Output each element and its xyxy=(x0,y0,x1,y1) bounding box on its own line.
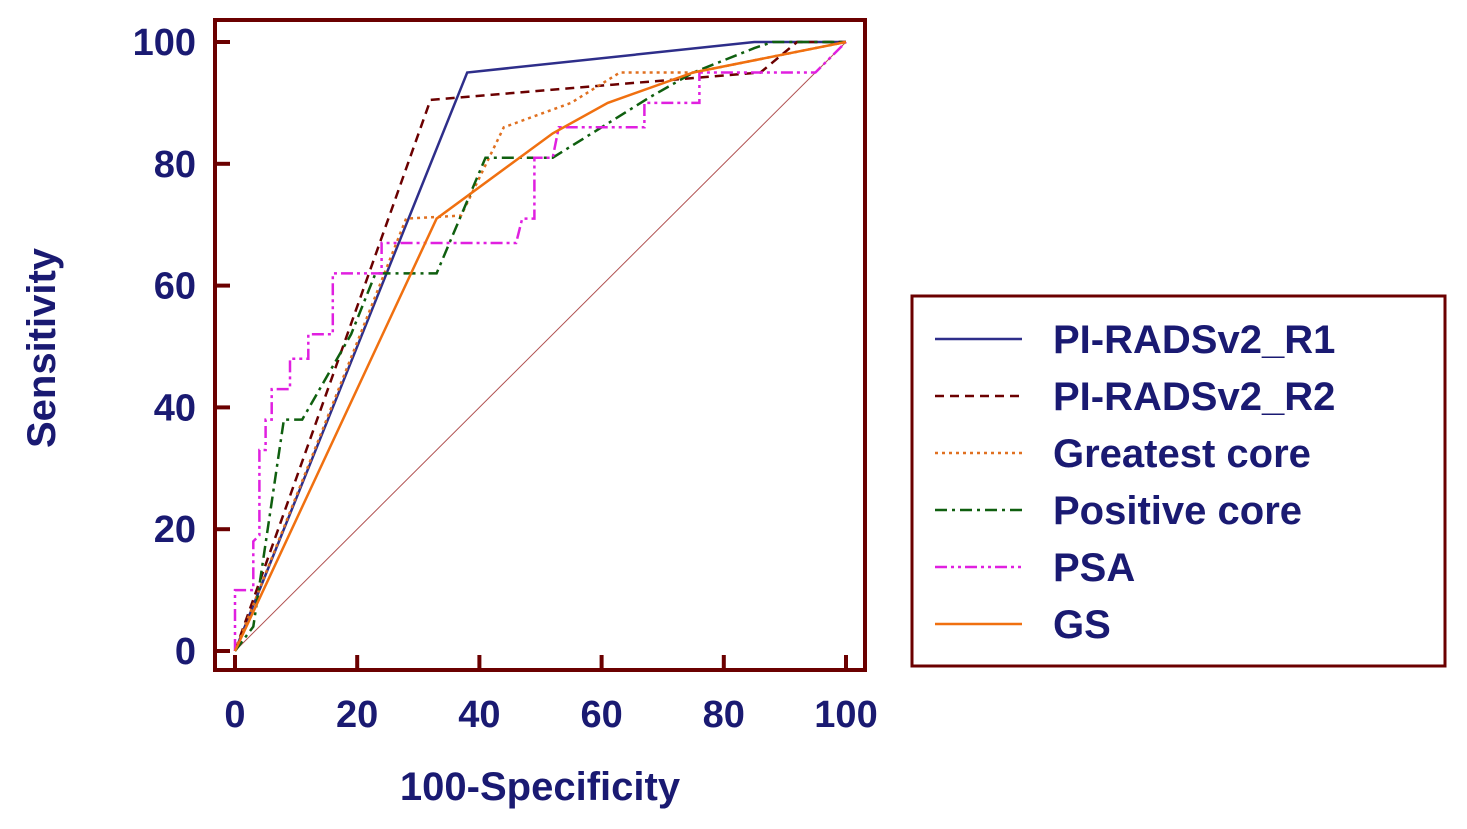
y-tick-label: 20 xyxy=(154,509,196,551)
y-tick-label: 0 xyxy=(175,631,196,673)
plot-frame xyxy=(213,18,867,672)
x-tick-label: 100 xyxy=(814,694,877,736)
y-tick-label: 60 xyxy=(154,266,196,308)
x-tick-label: 20 xyxy=(336,694,378,736)
x-tick-label: 60 xyxy=(580,694,622,736)
y-tick-label: 100 xyxy=(133,22,196,64)
x-axis-label: 100-Specificity xyxy=(400,765,681,809)
y-axis-label: Sensitivity xyxy=(20,247,64,448)
x-tick-label: 80 xyxy=(703,694,745,736)
legend-label: PI-RADSv2_R1 xyxy=(1053,318,1335,362)
series-line-pi-radsv2-r2 xyxy=(233,40,846,652)
reference-diagonal xyxy=(234,41,847,652)
x-axis-ticks: 0 20 40 60 80 100 xyxy=(224,655,878,736)
x-tick-label: 40 xyxy=(458,694,500,736)
y-tick-label: 80 xyxy=(154,144,196,186)
y-axis-ticks: 0 20 40 60 80 100 xyxy=(133,22,230,673)
series-group xyxy=(233,40,847,652)
legend: PI-RADSv2_R1 PI-RADSv2_R2 Greatest core Pos… xyxy=(935,318,1335,647)
x-tick-label: 0 xyxy=(224,694,245,736)
legend-label: PSA xyxy=(1053,546,1135,590)
series-line-psa xyxy=(233,41,847,651)
legend-label: GS xyxy=(1053,603,1111,647)
legend-label: PI-RADSv2_R2 xyxy=(1053,375,1335,419)
y-tick-label: 40 xyxy=(154,387,196,429)
legend-box xyxy=(910,294,1447,668)
legend-label: Greatest core xyxy=(1053,432,1311,476)
legend-label: Positive core xyxy=(1053,489,1302,533)
series-line-greatest-core xyxy=(233,40,847,652)
series-line-positive-core xyxy=(233,40,846,652)
series-line-gs xyxy=(233,40,847,652)
